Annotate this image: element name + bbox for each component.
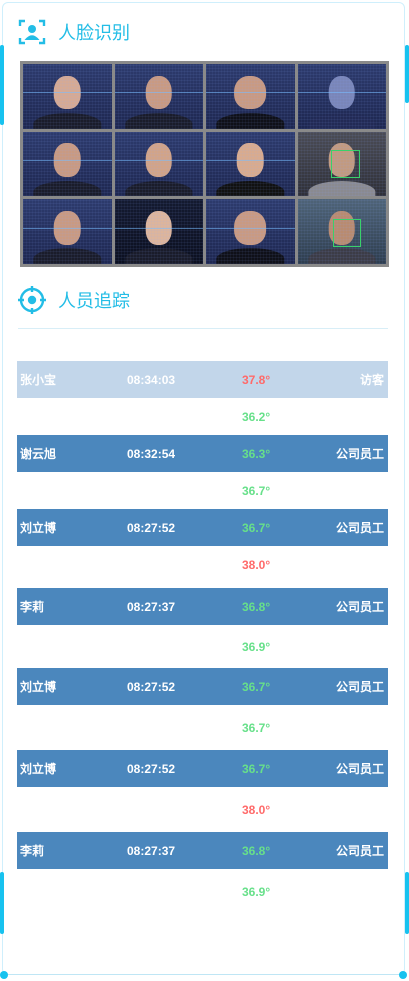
face-photo[interactable] xyxy=(23,199,112,264)
face-photo-grid xyxy=(20,61,389,267)
face-photo[interactable] xyxy=(206,199,295,264)
person-name: 刘立博 xyxy=(20,521,57,535)
person-type: 公司员工 xyxy=(335,600,384,614)
corner-dot-right xyxy=(399,971,407,979)
face-photo[interactable] xyxy=(297,199,386,264)
table-row[interactable]: 张小宝 08:34:03 37.8° 访客 xyxy=(17,361,388,398)
frame-accent-left-top xyxy=(0,45,4,125)
table-row[interactable]: 刘立博 08:27:52 36.7° 公司员工 xyxy=(17,750,388,787)
body-temperature: 36.8° xyxy=(242,599,271,614)
person-type: 公司员工 xyxy=(335,762,384,776)
face-photo[interactable] xyxy=(206,64,295,129)
face-photo[interactable] xyxy=(23,131,112,197)
person-type: 公司员工 xyxy=(335,447,384,461)
record-time: 08:27:37 xyxy=(127,599,176,614)
table-row[interactable]: 刘立博 08:27:52 36.7° 公司员工 xyxy=(17,668,388,705)
body-temperature: 36.9° xyxy=(242,639,271,654)
frame-accent-right-top xyxy=(405,45,409,103)
table-row[interactable]: 36.2° xyxy=(17,398,388,435)
face-photo[interactable] xyxy=(114,64,203,129)
person-name: 刘立博 xyxy=(20,680,57,694)
body-temperature: 37.8° xyxy=(242,372,271,387)
body-temperature: 36.7° xyxy=(242,720,271,735)
body-temperature: 38.0° xyxy=(242,802,271,817)
crosshair-target-icon xyxy=(18,286,46,314)
person-name: 刘立博 xyxy=(20,762,57,776)
person-name: 张小宝 xyxy=(20,373,57,387)
person-name: 李莉 xyxy=(20,600,45,614)
table-row[interactable]: 李莉 08:27:37 36.8° 公司员工 xyxy=(17,832,388,869)
body-temperature: 36.9° xyxy=(242,884,271,899)
tracking-table: 张小宝 08:34:03 37.8° 访客 36.2° 谢云旭 08:32:54… xyxy=(17,361,388,914)
face-photo[interactable] xyxy=(297,131,386,197)
body-temperature: 36.7° xyxy=(242,761,271,776)
face-section-title: 人脸识别 xyxy=(58,23,130,43)
body-temperature: 36.3° xyxy=(242,446,271,461)
table-row[interactable]: 36.7° xyxy=(17,705,388,750)
person-type: 公司员工 xyxy=(335,521,384,535)
table-row[interactable]: 刘立博 08:27:52 36.7° 公司员工 xyxy=(17,509,388,546)
table-row[interactable]: 36.9° xyxy=(17,625,388,668)
table-row[interactable]: 36.7° xyxy=(17,472,388,509)
person-type: 公司员工 xyxy=(335,844,384,858)
table-row[interactable]: 李莉 08:27:37 36.8° 公司员工 xyxy=(17,588,388,625)
record-time: 08:27:37 xyxy=(127,843,176,858)
body-temperature: 36.7° xyxy=(242,679,271,694)
face-photo[interactable] xyxy=(114,131,203,197)
record-time: 08:27:52 xyxy=(127,761,176,776)
section-divider xyxy=(18,328,388,329)
corner-dot-left xyxy=(0,971,8,979)
body-temperature: 36.2° xyxy=(242,409,271,424)
body-temperature: 36.7° xyxy=(242,520,271,535)
body-temperature: 36.7° xyxy=(242,483,271,498)
person-type: 公司员工 xyxy=(335,680,384,694)
frame-accent-left-bottom xyxy=(0,872,4,934)
tracking-section-title: 人员追踪 xyxy=(58,291,130,311)
table-row[interactable]: 38.0° xyxy=(17,546,388,583)
body-temperature: 36.8° xyxy=(242,843,271,858)
frame-bottom-line xyxy=(4,974,403,975)
record-time: 08:34:03 xyxy=(127,372,176,387)
face-scan-icon xyxy=(18,19,46,45)
person-name: 谢云旭 xyxy=(20,447,57,461)
face-photo[interactable] xyxy=(297,64,386,129)
record-time: 08:27:52 xyxy=(127,679,176,694)
record-time: 08:32:54 xyxy=(127,446,176,461)
table-row[interactable]: 38.0° xyxy=(17,787,388,832)
person-type: 访客 xyxy=(359,373,384,387)
face-photo[interactable] xyxy=(114,199,203,264)
body-temperature: 38.0° xyxy=(242,557,271,572)
table-row[interactable]: 36.9° xyxy=(17,869,388,914)
frame-accent-right-bottom xyxy=(405,872,409,934)
table-row[interactable]: 谢云旭 08:32:54 36.3° 公司员工 xyxy=(17,435,388,472)
person-name: 李莉 xyxy=(20,844,45,858)
face-photo[interactable] xyxy=(206,131,295,197)
face-photo[interactable] xyxy=(23,64,112,129)
record-time: 08:27:52 xyxy=(127,520,176,535)
face-section-header: 人脸识别 xyxy=(18,18,130,46)
tracking-section-header: 人员追踪 xyxy=(18,286,130,314)
